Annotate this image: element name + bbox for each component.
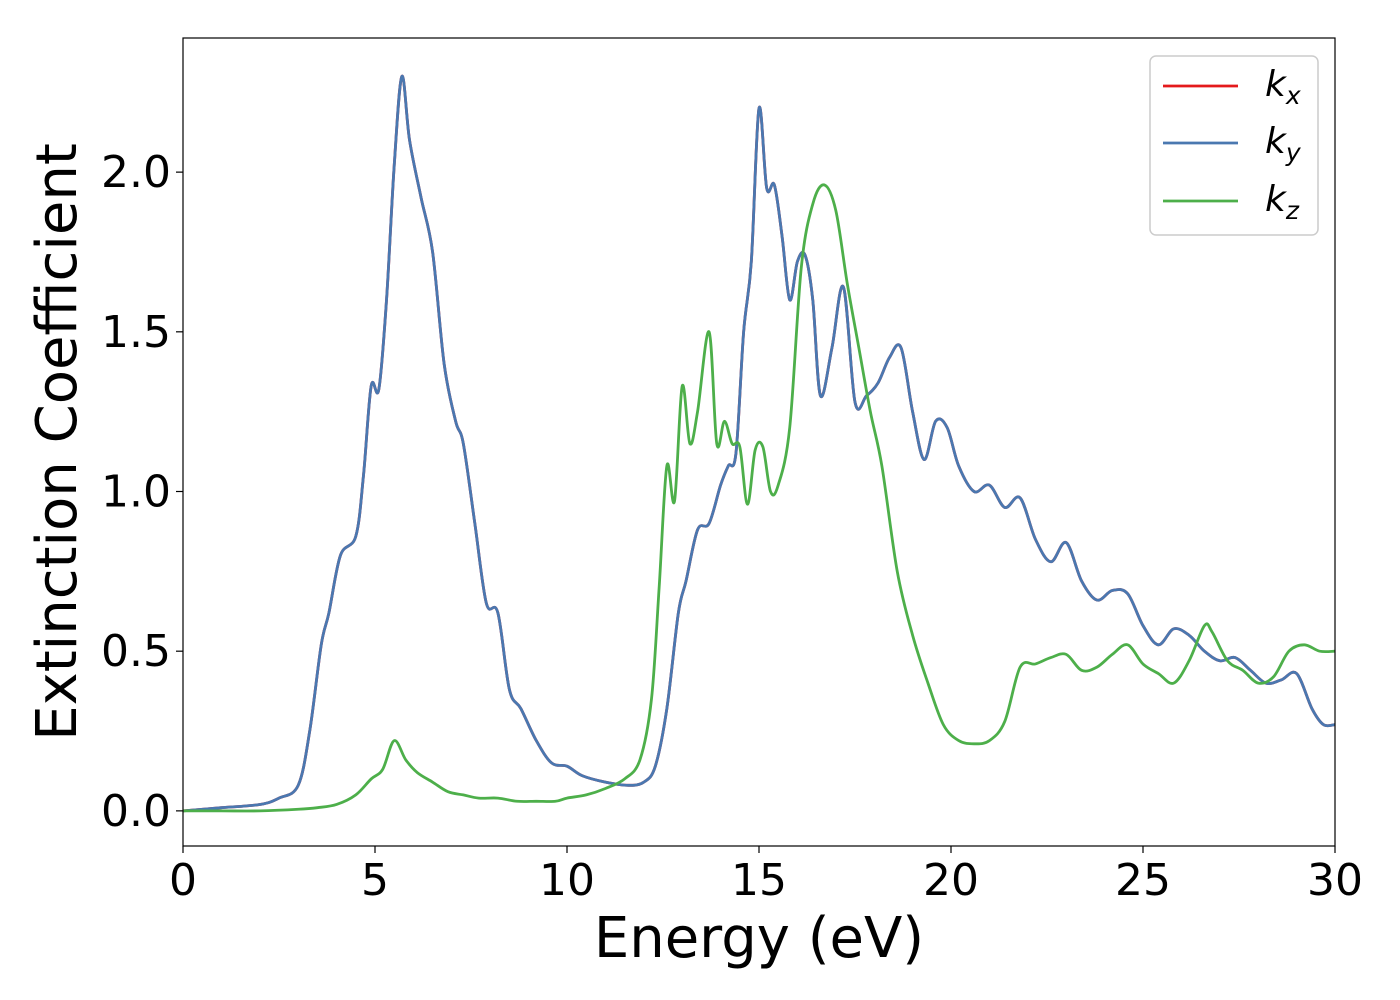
x-tick-label: 0 bbox=[169, 855, 197, 906]
y-tick-label: 1.5 bbox=[101, 307, 171, 358]
y-tick-label: 0.5 bbox=[101, 626, 171, 677]
series-line-ky bbox=[183, 74, 1335, 813]
legend-label-ky: ky bbox=[1265, 121, 1302, 167]
x-tick-label: 30 bbox=[1307, 855, 1363, 906]
x-tick-label: 25 bbox=[1115, 855, 1171, 906]
series-lines bbox=[183, 74, 1335, 813]
legend-label-kz: kz bbox=[1265, 179, 1300, 225]
x-axis-title: Energy (eV) bbox=[594, 906, 924, 971]
legend-label-kx: kx bbox=[1265, 64, 1301, 110]
y-axis-title: Extinction Coefficient bbox=[25, 143, 90, 741]
series-line-kz bbox=[183, 183, 1335, 813]
y-axis-ticks: 0.0 0.5 1.0 1.5 2.0 bbox=[101, 147, 183, 837]
x-tick-label: 15 bbox=[731, 855, 787, 906]
legend: kx ky kz bbox=[1149, 55, 1319, 236]
x-axis-ticks: 0 5 10 15 20 25 30 bbox=[169, 846, 1363, 906]
x-tick-label: 20 bbox=[923, 855, 979, 906]
x-tick-label: 5 bbox=[361, 855, 389, 906]
x-tick-label: 10 bbox=[539, 855, 595, 906]
y-tick-label: 1.0 bbox=[101, 467, 171, 518]
legend-box bbox=[1149, 55, 1319, 236]
y-tick-label: 2.0 bbox=[101, 147, 171, 198]
y-tick-label: 0.0 bbox=[101, 786, 171, 837]
